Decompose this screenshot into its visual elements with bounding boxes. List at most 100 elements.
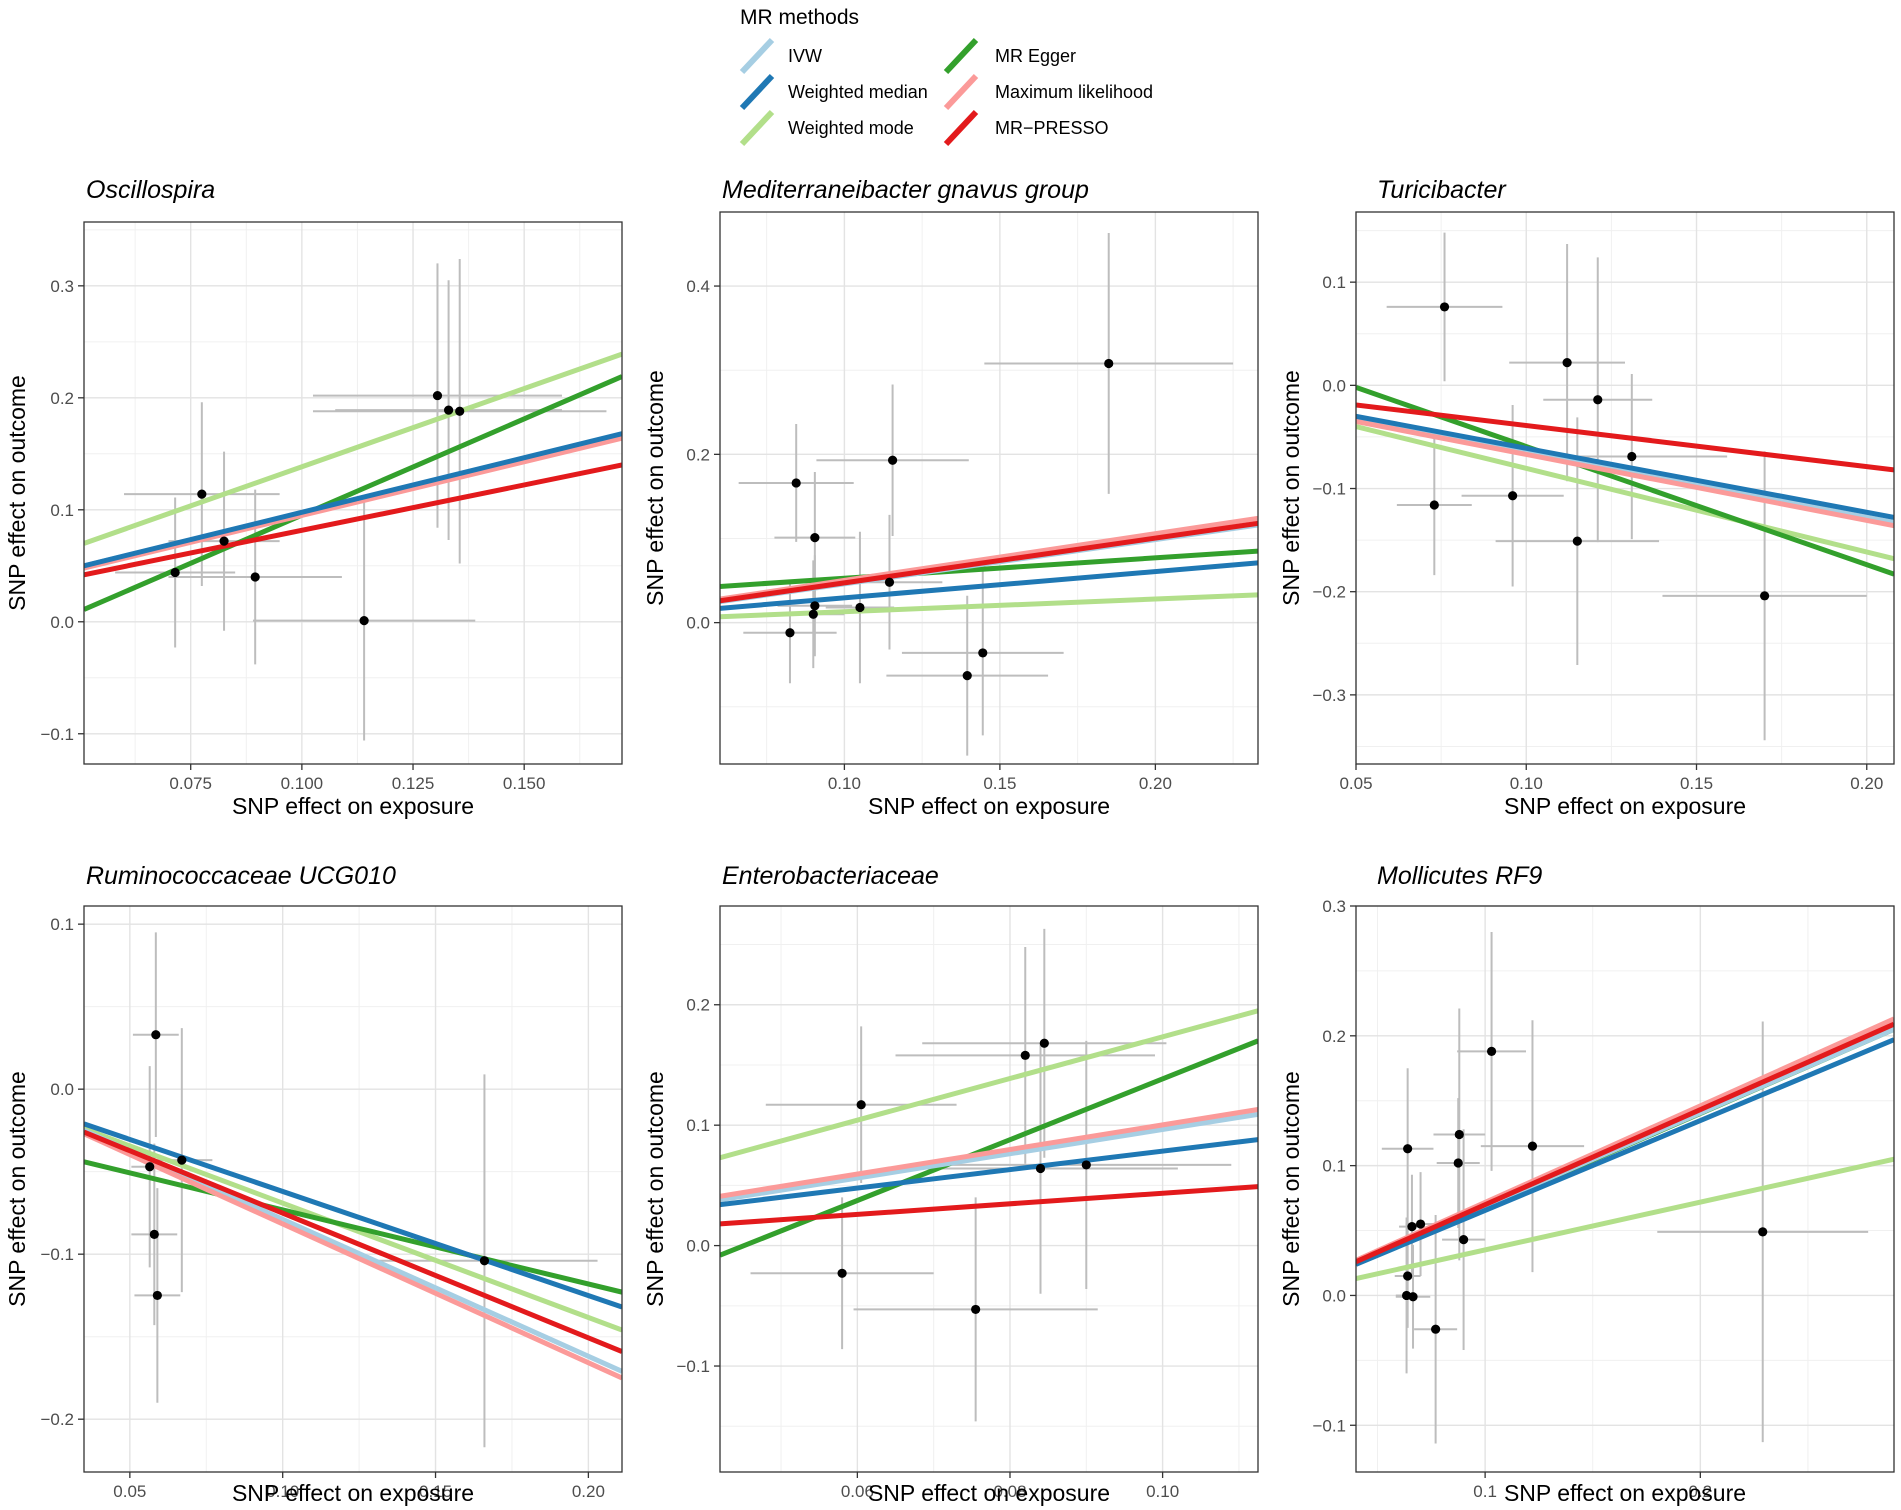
legend-label-weighted-median: Weighted median [788, 82, 928, 102]
plot-content [720, 928, 1258, 1422]
x-axis-label: SNP effect on exposure [1504, 1480, 1746, 1506]
y-axis-label: SNP effect on outcome [642, 370, 668, 606]
y-tick-label: 0.3 [1322, 897, 1346, 916]
legend-label-mr-presso: MR−PRESSO [995, 118, 1109, 138]
y-tick-label: 0.2 [686, 445, 710, 464]
axis-ticks: 0.05 0.10 0.15 0.20 −0.2 −0.1 0.0 0.1 [40, 915, 604, 1501]
plot-area [84, 906, 622, 1472]
legend-key-mr-egger [943, 37, 979, 75]
snp-point [1415, 1219, 1426, 1229]
legend-label-ivw: IVW [788, 46, 822, 66]
line-maximum-likelihood [84, 435, 622, 571]
snp-point [810, 533, 820, 543]
x-tick-label: 0.10 [266, 1482, 299, 1501]
line-weighted-median [84, 1121, 622, 1310]
legend-item-weighted-mode: Weighted mode [739, 109, 914, 147]
y-tick-label: 0.0 [50, 1080, 74, 1099]
plot-content [1356, 931, 1894, 1444]
panel-turicibacter: Turicibacter 0.05 0.10 0.15 0.20 −0.3 −0.2 −0.… [1278, 176, 1895, 819]
y-tick-label: 0.1 [50, 915, 74, 934]
snp-point [1508, 491, 1518, 501]
panel-ruminococcaceae-ucg010: Ruminococcaceae UCG010 0.05 0.10 0.15 0.20 −… [4, 862, 623, 1506]
y-tick-label: 0.2 [50, 389, 74, 408]
x-tick-label: 0.05 [113, 1482, 146, 1501]
panel-border [719, 905, 1259, 1473]
snp-point [855, 602, 865, 613]
line-mr-egger [84, 1159, 622, 1295]
panel-title: Ruminococcaceae UCG010 [86, 862, 396, 890]
y-tick-label: −0.2 [40, 1410, 74, 1429]
snp-point [170, 567, 180, 578]
snp-point [197, 489, 207, 499]
snp-point [1439, 302, 1450, 312]
snp-point [1486, 1046, 1497, 1056]
snp-point [1454, 1129, 1464, 1140]
panel-border [83, 905, 623, 1473]
plot-content [84, 932, 622, 1448]
legend-label-maximum-likelihood: Maximum likelihood [995, 82, 1153, 102]
snp-point [884, 577, 895, 587]
gridlines [84, 906, 622, 1472]
legend-key-mr-presso [943, 109, 979, 147]
y-tick-label: 0.0 [686, 614, 710, 633]
legend-item-ivw: IVW [739, 37, 822, 75]
snp-point [1758, 1227, 1768, 1237]
snp-point [149, 1229, 159, 1239]
line-weighted-mode [720, 1008, 1258, 1161]
line-weighted-mode [1356, 424, 1894, 562]
legend-item-mr-egger: MR Egger [943, 37, 1076, 75]
snp-point [1527, 1141, 1538, 1151]
line-mr-presso [1356, 402, 1894, 473]
y-tick-label: 0.0 [1322, 1286, 1346, 1305]
y-tick-label: 0.0 [1322, 376, 1346, 395]
snp-point [837, 1268, 847, 1278]
panel-title: Mediterraneibacter gnavus group [722, 176, 1089, 204]
panel-enterobacteriaceae: Enterobacteriaceae 0.06 0.08 0.10−0.10.00.… [642, 862, 1259, 1506]
snp-point [1020, 1050, 1030, 1060]
snp-point [479, 1256, 490, 1266]
y-tick-label: 0.2 [1322, 1027, 1346, 1046]
y-tick-label: −0.3 [1312, 686, 1346, 705]
y-tick-label: 0.1 [1322, 1157, 1346, 1176]
line-ivw [720, 1111, 1258, 1203]
snp-point [443, 405, 454, 415]
line-weighted-mode [1356, 1156, 1894, 1282]
line-mr-presso [84, 462, 622, 578]
y-tick-label: 0.4 [686, 277, 710, 296]
panel-title: Mollicutes RF9 [1377, 862, 1542, 890]
snp-point [177, 1155, 187, 1165]
line-mr-presso [84, 1129, 622, 1354]
y-tick-label: 0.0 [686, 1237, 710, 1256]
y-axis-label: SNP effect on outcome [1278, 1071, 1304, 1307]
line-weighted-mode [84, 351, 622, 546]
line-maximum-likelihood [1356, 418, 1894, 529]
y-axis-label: SNP effect on outcome [1278, 370, 1304, 606]
snp-point [1431, 1324, 1441, 1334]
y-axis-label: SNP effect on outcome [4, 1071, 30, 1307]
snp-point [1429, 500, 1439, 510]
plot-content [720, 233, 1258, 756]
snp-point [962, 671, 972, 681]
y-axis-label: SNP effect on outcome [642, 1071, 668, 1307]
line-weighted-median [84, 431, 622, 569]
x-tick-label: 0.10 [1146, 1482, 1179, 1501]
legend-item-weighted-median: Weighted median [739, 73, 928, 111]
y-tick-label: 0.1 [1322, 273, 1346, 292]
x-tick-label: 0.08 [993, 1482, 1026, 1501]
snp-point [455, 406, 465, 416]
snp-point [1081, 1160, 1091, 1170]
snp-point [808, 609, 818, 619]
panel-border [83, 221, 623, 765]
snp-point [810, 601, 820, 611]
snp-point [1562, 358, 1572, 368]
plot-content [1356, 232, 1894, 741]
y-tick-label: 0.3 [50, 277, 74, 296]
x-tick-label: 0.10 [1510, 774, 1543, 793]
panel-mediterraneibacter-gnavus-group: Mediterraneibacter gnavus group 0.10 0.15… [642, 176, 1259, 819]
snp-point [152, 1290, 162, 1301]
snp-point [151, 1030, 161, 1040]
snp-point [791, 478, 801, 488]
panel-oscillospira: Oscillospira 0.075 0.100 0.125 0.150−0.10.0… [4, 176, 623, 819]
snp-point [856, 1100, 866, 1110]
